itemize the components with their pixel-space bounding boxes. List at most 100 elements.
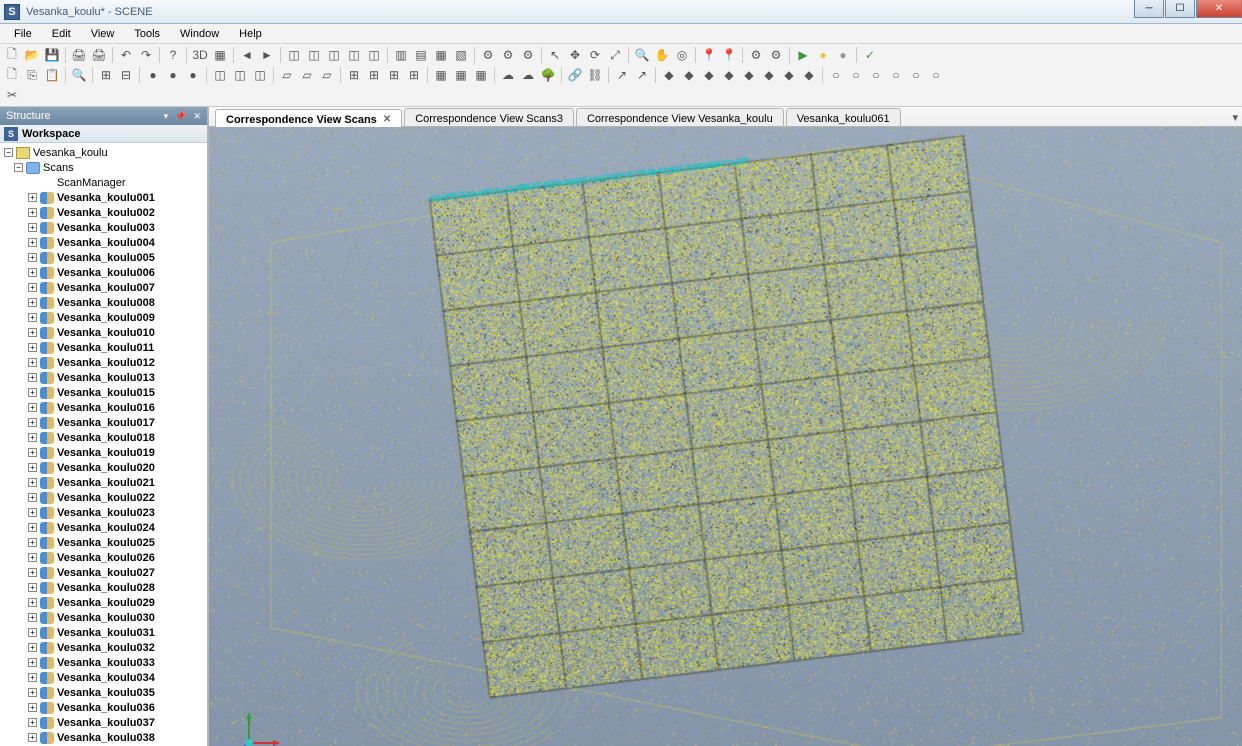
- panel-pin-icon[interactable]: 📌: [175, 111, 186, 121]
- find-button[interactable]: 🔍: [70, 66, 88, 84]
- move-button[interactable]: ✥: [566, 46, 584, 64]
- app8-button[interactable]: ◆: [800, 66, 818, 84]
- tree-node[interactable]: +Vesanka_koulu029: [0, 595, 207, 610]
- tree-node[interactable]: +Vesanka_koulu030: [0, 610, 207, 625]
- tool3-button[interactable]: ⚙: [519, 46, 537, 64]
- window-minimize-button[interactable]: ─: [1134, 0, 1164, 18]
- tree-node[interactable]: +Vesanka_koulu035: [0, 685, 207, 700]
- app2-button[interactable]: ◆: [680, 66, 698, 84]
- export2-button[interactable]: ↗: [633, 66, 651, 84]
- undo-button[interactable]: ↶: [117, 46, 135, 64]
- tree-node[interactable]: ScanManager: [0, 175, 207, 190]
- tree-node[interactable]: +Vesanka_koulu033: [0, 655, 207, 670]
- tool1-button[interactable]: ⚙: [479, 46, 497, 64]
- select-button[interactable]: ↖: [546, 46, 564, 64]
- tree-node[interactable]: +Vesanka_koulu002: [0, 205, 207, 220]
- app7-button[interactable]: ◆: [780, 66, 798, 84]
- tree-node[interactable]: +Vesanka_koulu012: [0, 355, 207, 370]
- cloud2-button[interactable]: ☁: [519, 66, 537, 84]
- menu-help[interactable]: Help: [229, 26, 272, 42]
- sphere2-button[interactable]: ●: [164, 66, 182, 84]
- app1-button[interactable]: ◆: [660, 66, 678, 84]
- settings-button[interactable]: ⚙: [747, 46, 765, 64]
- conn6-button[interactable]: ○: [927, 66, 945, 84]
- cube5-button[interactable]: ◫: [365, 46, 383, 64]
- conn4-button[interactable]: ○: [887, 66, 905, 84]
- tree-node[interactable]: +Vesanka_koulu019: [0, 445, 207, 460]
- layout4-button[interactable]: ▧: [452, 46, 470, 64]
- save-button[interactable]: 💾: [43, 46, 61, 64]
- panel-close-icon[interactable]: ✕: [193, 111, 201, 121]
- sphere-button[interactable]: ●: [144, 66, 162, 84]
- dot-gray-button[interactable]: ●: [834, 46, 852, 64]
- open-button[interactable]: 📂: [23, 46, 41, 64]
- tree-node[interactable]: +Vesanka_koulu027: [0, 565, 207, 580]
- paste-button[interactable]: 📋: [43, 66, 61, 84]
- grid-button[interactable]: ▦: [211, 46, 229, 64]
- tree-node[interactable]: −Scans: [0, 160, 207, 175]
- view-3d-button[interactable]: 3D: [191, 46, 209, 64]
- cube2-button[interactable]: ◫: [305, 46, 323, 64]
- scale-button[interactable]: ⤢: [606, 46, 624, 64]
- mesh3-button[interactable]: ▦: [472, 66, 490, 84]
- mesh2-button[interactable]: ▦: [452, 66, 470, 84]
- menu-tools[interactable]: Tools: [124, 26, 170, 42]
- plane2-button[interactable]: ▱: [298, 66, 316, 84]
- tree-node[interactable]: +Vesanka_koulu038: [0, 730, 207, 745]
- app3-button[interactable]: ◆: [700, 66, 718, 84]
- panel-pin-icon[interactable]: ▾: [164, 111, 169, 121]
- tree-node[interactable]: +Vesanka_koulu017: [0, 415, 207, 430]
- tree-node[interactable]: +Vesanka_koulu011: [0, 340, 207, 355]
- ungroup-button[interactable]: ⊟: [117, 66, 135, 84]
- tree-node[interactable]: +Vesanka_koulu005: [0, 250, 207, 265]
- view-tab[interactable]: Correspondence View Scans✕: [215, 109, 402, 127]
- unlink-button[interactable]: ⛓: [586, 66, 604, 84]
- box-button[interactable]: ◫: [211, 66, 229, 84]
- tree-node[interactable]: +Vesanka_koulu009: [0, 310, 207, 325]
- view-tab[interactable]: Correspondence View Scans3: [404, 108, 574, 126]
- rotate-button[interactable]: ⟳: [586, 46, 604, 64]
- layout3-button[interactable]: ▦: [432, 46, 450, 64]
- window-close-button[interactable]: ✕: [1196, 0, 1242, 18]
- window-maximize-button[interactable]: ☐: [1165, 0, 1195, 18]
- play-button[interactable]: ▶: [794, 46, 812, 64]
- marker-button[interactable]: 📍: [700, 46, 718, 64]
- help-button[interactable]: ?: [164, 46, 182, 64]
- tree-node[interactable]: +Vesanka_koulu032: [0, 640, 207, 655]
- tree-node[interactable]: +Vesanka_koulu026: [0, 550, 207, 565]
- menu-edit[interactable]: Edit: [42, 26, 81, 42]
- redo-button[interactable]: ↷: [137, 46, 155, 64]
- view-tab[interactable]: Correspondence View Vesanka_koulu: [576, 108, 784, 126]
- group-button[interactable]: ⊞: [97, 66, 115, 84]
- gear-button[interactable]: ⚙: [767, 46, 785, 64]
- app6-button[interactable]: ◆: [760, 66, 778, 84]
- plane-button[interactable]: ▱: [278, 66, 296, 84]
- cube-button[interactable]: ◫: [285, 46, 303, 64]
- layout1-button[interactable]: ▥: [392, 46, 410, 64]
- tree-node[interactable]: +Vesanka_koulu006: [0, 265, 207, 280]
- sphere3-button[interactable]: ●: [184, 66, 202, 84]
- arrow-left-button[interactable]: ◄: [238, 46, 256, 64]
- workspace-bar[interactable]: S Workspace: [0, 125, 207, 143]
- tree-node[interactable]: +Vesanka_koulu025: [0, 535, 207, 550]
- export-button[interactable]: ↗: [613, 66, 631, 84]
- gridview3-button[interactable]: ⊞: [385, 66, 403, 84]
- print-setup-button[interactable]: 🖨: [90, 46, 108, 64]
- conn5-button[interactable]: ○: [907, 66, 925, 84]
- orbit-button[interactable]: ◎: [673, 46, 691, 64]
- tree-node[interactable]: +Vesanka_koulu018: [0, 430, 207, 445]
- doc-button[interactable]: 🗋: [3, 66, 21, 84]
- menu-file[interactable]: File: [4, 26, 42, 42]
- gridview1-button[interactable]: ⊞: [345, 66, 363, 84]
- tree-node[interactable]: +Vesanka_koulu004: [0, 235, 207, 250]
- check-button[interactable]: ✓: [861, 46, 879, 64]
- cube4-button[interactable]: ◫: [345, 46, 363, 64]
- tool2-button[interactable]: ⚙: [499, 46, 517, 64]
- link-button[interactable]: 🔗: [566, 66, 584, 84]
- menu-window[interactable]: Window: [170, 26, 229, 42]
- tree-node[interactable]: +Vesanka_koulu013: [0, 370, 207, 385]
- 3d-viewport[interactable]: [209, 127, 1242, 746]
- arrow-right-button[interactable]: ►: [258, 46, 276, 64]
- tree-node[interactable]: +Vesanka_koulu023: [0, 505, 207, 520]
- tree-node[interactable]: +Vesanka_koulu034: [0, 670, 207, 685]
